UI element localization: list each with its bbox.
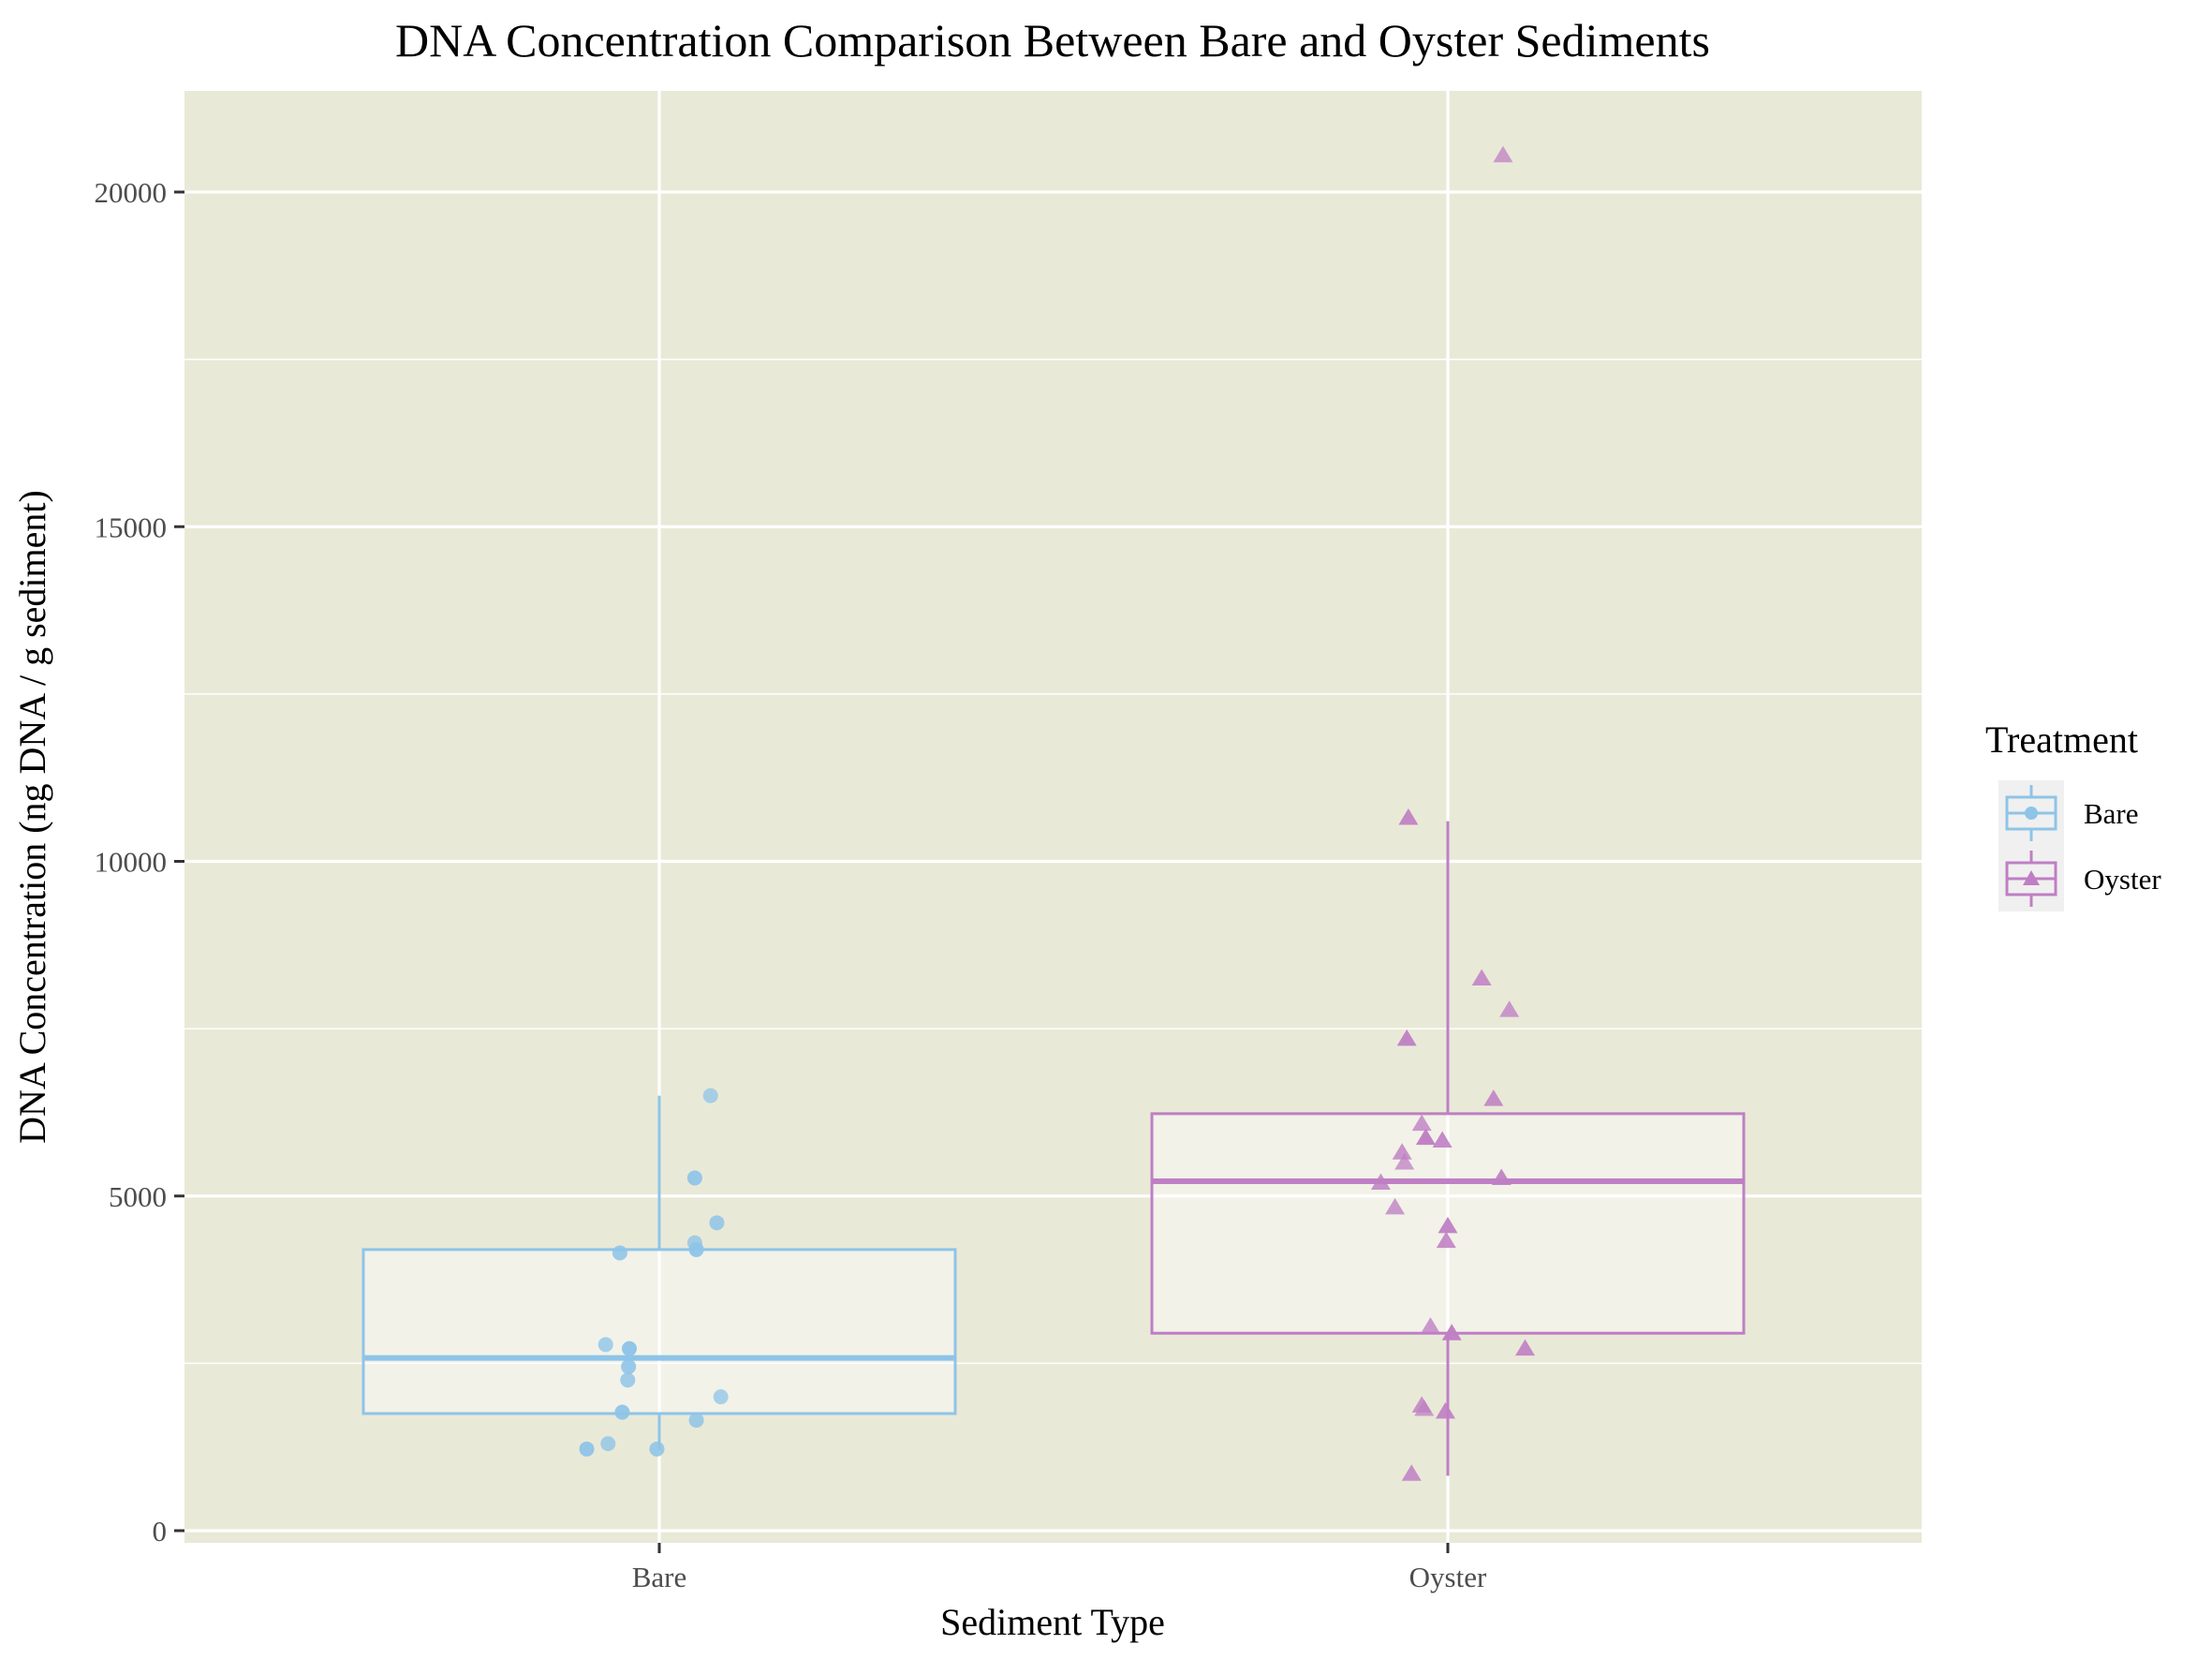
x-tick-label: Oyster <box>1409 1561 1487 1593</box>
data-point-oyster <box>1432 1131 1453 1148</box>
legend-entry-bare: Bare <box>1998 780 2139 846</box>
box-bare <box>361 1095 957 1451</box>
data-point-oyster <box>1491 1168 1512 1185</box>
data-point-bare <box>614 1404 630 1420</box>
legend-title: Treatment <box>1985 718 2138 761</box>
data-point-bare <box>621 1358 637 1374</box>
data-point-oyster <box>1436 1231 1456 1249</box>
y-tick-label: 20000 <box>95 176 168 209</box>
data-point-bare <box>688 1413 704 1429</box>
y-tick-label: 15000 <box>95 511 168 543</box>
data-point-bare <box>597 1337 613 1353</box>
data-point-bare <box>713 1389 729 1405</box>
boxes <box>361 821 1746 1476</box>
data-point-bare <box>688 1241 704 1257</box>
legend-entry-oyster: Oyster <box>1998 846 2161 911</box>
data-point-bare <box>600 1436 616 1452</box>
data-point-oyster <box>1499 1000 1520 1017</box>
legend-entries: Bare Oyster <box>1998 780 2161 911</box>
data-point-oyster <box>1441 1324 1462 1341</box>
data-point-oyster <box>1493 145 1513 163</box>
y-axis: 0 5000 10000 15000 20000 <box>95 176 184 1548</box>
data-point-oyster <box>1420 1317 1440 1334</box>
data-point-oyster <box>1415 1128 1436 1146</box>
data-points <box>579 145 1536 1481</box>
legend-key-circle <box>2025 807 2038 820</box>
data-point-oyster <box>1435 1401 1455 1419</box>
data-point-oyster <box>1385 1197 1406 1215</box>
data-point-oyster <box>1438 1216 1458 1234</box>
data-point-bare <box>622 1341 638 1356</box>
data-point-oyster <box>1471 969 1492 986</box>
data-point-oyster <box>1370 1173 1391 1190</box>
data-point-oyster <box>1414 1399 1435 1416</box>
data-point-oyster <box>1515 1339 1536 1356</box>
data-point-bare <box>579 1441 595 1457</box>
legend: Treatment Bare Oyster <box>1985 718 2161 911</box>
y-tick-label: 0 <box>153 1515 168 1548</box>
data-point-oyster <box>1392 1143 1412 1160</box>
legend-key-triangle <box>2023 870 2040 885</box>
data-point-bare <box>686 1170 702 1186</box>
chart-title: DNA Concentration Comparison Between Bar… <box>395 14 1710 67</box>
data-point-oyster <box>1394 1153 1415 1170</box>
data-point-bare <box>612 1245 627 1261</box>
grid-major <box>184 91 1922 1543</box>
data-point-oyster <box>1483 1089 1504 1106</box>
plot-panel <box>184 91 1922 1543</box>
data-point-bare <box>702 1088 718 1104</box>
grid-minor <box>184 358 1922 1365</box>
data-point-oyster <box>1396 1029 1417 1046</box>
y-tick-label: 10000 <box>95 846 168 879</box>
data-point-bare <box>620 1372 636 1388</box>
data-point-oyster <box>1411 1114 1432 1132</box>
box-iqr <box>361 1248 957 1415</box>
x-axis: Bare Oyster <box>632 1543 1487 1593</box>
y-axis-title: DNA Concentration (ng DNA / g sediment) <box>11 490 53 1144</box>
legend-label: Bare <box>2084 797 2139 830</box>
data-point-bare <box>709 1215 725 1231</box>
data-point-oyster <box>1398 808 1419 825</box>
x-axis-title: Sediment Type <box>940 1601 1165 1643</box>
data-point-oyster <box>1401 1464 1422 1481</box>
data-point-bare <box>649 1441 665 1457</box>
y-tick-label: 5000 <box>109 1180 167 1213</box>
x-tick-label: Bare <box>632 1561 687 1593</box>
legend-label: Oyster <box>2084 863 2161 896</box>
